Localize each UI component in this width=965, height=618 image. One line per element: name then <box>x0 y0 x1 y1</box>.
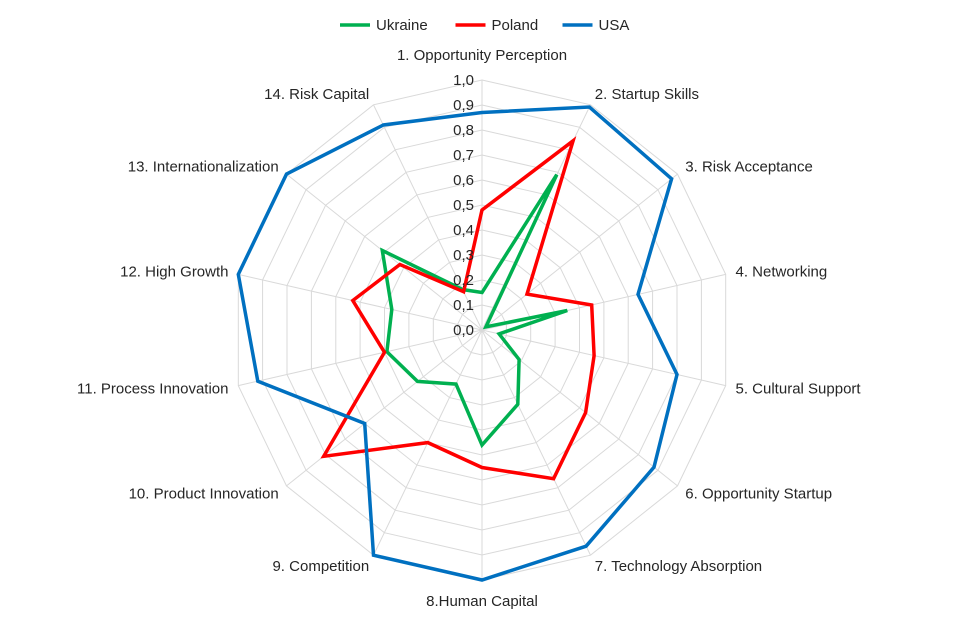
legend-label-poland: Poland <box>492 17 539 34</box>
category-label: 2. Startup Skills <box>595 86 699 103</box>
tick-label: 0,6 <box>453 172 474 189</box>
category-label: 9. Competition <box>272 558 369 575</box>
spoke <box>238 273 483 331</box>
tick-label: 0,1 <box>453 297 474 314</box>
spoke <box>238 329 483 387</box>
category-label: 1. Opportunity Perception <box>397 47 567 64</box>
category-label: 4. Networking <box>736 264 828 281</box>
category-label: 6. Opportunity Startup <box>685 485 832 502</box>
category-labels: 1. Opportunity Perception 2. Startup Skil… <box>77 47 861 610</box>
tick-label: 0,7 <box>453 147 474 164</box>
tick-label: 0,2 <box>453 272 474 289</box>
tick-label: 1,0 <box>453 72 474 89</box>
legend: Ukraine Poland USA <box>340 17 629 34</box>
series-group <box>236 105 679 582</box>
tick-labels: 0,0 0,1 0,2 0,3 0,4 0,5 0,6 0,7 0,8 0,9 1,0 <box>453 72 474 339</box>
spoke <box>286 329 483 487</box>
spoke <box>481 329 678 487</box>
spoke <box>481 173 678 331</box>
tick-label: 0,9 <box>453 97 474 114</box>
tick-label: 0,8 <box>453 122 474 139</box>
category-label: 8.Human Capital <box>426 593 538 610</box>
spoke <box>481 329 726 387</box>
category-label: 7. Technology Absorption <box>595 558 762 575</box>
category-label: 11. Process Innovation <box>77 380 228 397</box>
spoke <box>481 329 591 556</box>
tick-label: 0,3 <box>453 247 474 264</box>
category-label: 13. Internationalization <box>128 159 279 176</box>
category-label: 12. High Growth <box>120 264 228 281</box>
category-label: 14. Risk Capital <box>264 86 369 103</box>
category-label: 5. Cultural Support <box>736 380 862 397</box>
tick-label: 0,0 <box>453 322 474 339</box>
category-label: 3. Risk Acceptance <box>685 159 813 176</box>
legend-label-ukraine: Ukraine <box>376 17 428 34</box>
category-label: 10. Product Innovation <box>129 485 279 502</box>
legend-label-usa: USA <box>599 17 630 34</box>
tick-label: 0,4 <box>453 222 474 239</box>
tick-label: 0,5 <box>453 197 474 214</box>
